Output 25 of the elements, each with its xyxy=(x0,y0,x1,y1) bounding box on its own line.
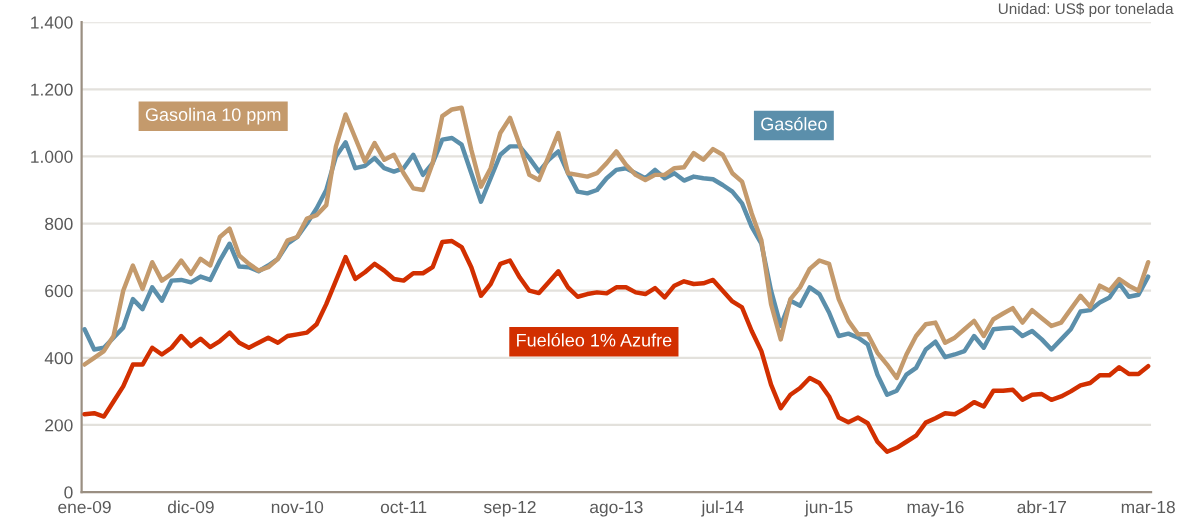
y-tick-label: 600 xyxy=(45,284,73,298)
x-tick-label: jun-15 xyxy=(804,500,853,517)
x-tick-label: dic-09 xyxy=(167,500,214,514)
text: Fuelóleo 1% Azufre xyxy=(517,333,672,347)
x-tick-label: mar-18 xyxy=(1121,500,1175,514)
text: Gasolina 10 ppm xyxy=(145,107,281,125)
y-tick-label: 800 xyxy=(45,217,73,231)
line-series xyxy=(82,238,1151,455)
y-tick-label: 200 xyxy=(45,419,73,432)
x-tick-label: nov-10 xyxy=(271,500,324,514)
x-tick-label: may-16 xyxy=(907,500,964,517)
text: Unidad: US$ por tonelada xyxy=(998,2,1174,18)
x-tick-label: abr-17 xyxy=(1017,500,1067,514)
y-tick-label: 400 xyxy=(44,352,73,365)
x-tick-label: ene-09 xyxy=(58,500,111,514)
y-tick-label: 1.400 xyxy=(31,16,73,29)
x-tick-label: jul-14 xyxy=(701,500,744,517)
x-tick-label: ago-13 xyxy=(590,500,643,517)
line-series xyxy=(82,105,1151,381)
text: Gasóleo xyxy=(761,116,827,131)
y-tick-label: 0 xyxy=(64,486,73,499)
y-tick-label: 1.000 xyxy=(31,150,73,163)
x-tick-label: sep-12 xyxy=(483,500,536,517)
x-tick-label: oct-11 xyxy=(380,501,427,514)
y-tick-label: 1.200 xyxy=(31,83,73,96)
